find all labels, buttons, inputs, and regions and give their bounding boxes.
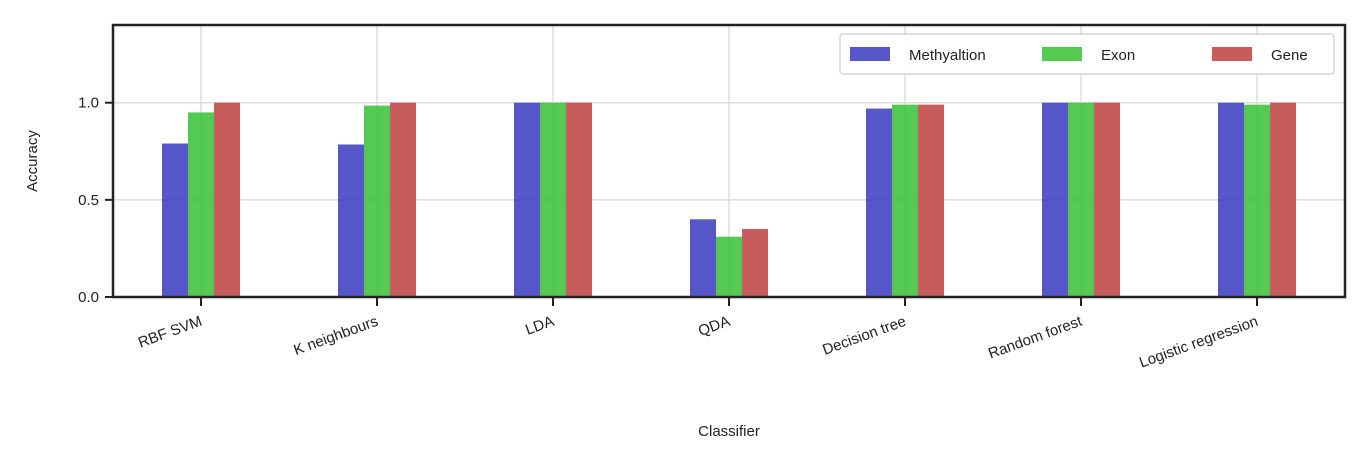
bar-exon-logistic-regression bbox=[1244, 104, 1270, 298]
bar-exon-rbf-svm bbox=[188, 112, 214, 297]
bar-methyaltion-decision-tree bbox=[866, 108, 892, 298]
legend-label-exon: Exon bbox=[1101, 47, 1135, 64]
legend-swatch-methyaltion bbox=[850, 47, 890, 61]
bar-methyaltion-k-neighbours bbox=[338, 144, 364, 297]
x-tick-label: RBF SVM bbox=[136, 313, 204, 352]
legend-label-gene: Gene bbox=[1271, 47, 1308, 64]
bar-exon-qda bbox=[716, 236, 742, 297]
bar-gene-qda bbox=[742, 229, 768, 297]
bar-gene-rbf-svm bbox=[214, 102, 240, 297]
bar-exon-k-neighbours bbox=[364, 105, 390, 297]
bar-methyaltion-random-forest bbox=[1042, 102, 1068, 297]
x-tick-label: LDA bbox=[523, 313, 556, 339]
bar-methyaltion-rbf-svm bbox=[162, 143, 188, 297]
x-tick-label: K neighbours bbox=[291, 313, 380, 359]
x-axis-label: Classifier bbox=[698, 423, 760, 440]
bar-exon-lda bbox=[540, 102, 566, 297]
x-tick-label: Random forest bbox=[986, 313, 1085, 363]
legend-box bbox=[839, 33, 1335, 75]
bar-methyaltion-lda bbox=[514, 102, 540, 297]
bar-exon-random-forest bbox=[1068, 102, 1094, 297]
legend-label-methyaltion: Methyaltion bbox=[909, 47, 986, 64]
y-axis: 0.0 0.5 1.0 bbox=[78, 95, 113, 306]
bar-gene-k-neighbours bbox=[390, 102, 416, 297]
bar-methyaltion-qda bbox=[690, 219, 716, 297]
bar-gene-random-forest bbox=[1094, 102, 1120, 297]
x-tick-label: Decision tree bbox=[820, 313, 908, 359]
y-tick-label: 0.5 bbox=[78, 192, 99, 209]
x-tick-label: Logistic regression bbox=[1137, 313, 1260, 372]
y-axis-label: Accuracy bbox=[24, 130, 41, 192]
x-axis: RBF SVM K neighbours LDA QDA Decision tree Ra… bbox=[136, 297, 1260, 372]
y-tick-label: 1.0 bbox=[78, 95, 99, 112]
bar-gene-lda bbox=[566, 102, 592, 297]
x-tick-label: QDA bbox=[696, 313, 732, 340]
bar-gene-decision-tree bbox=[918, 104, 944, 298]
legend-swatch-exon bbox=[1042, 47, 1082, 61]
bar-exon-decision-tree bbox=[892, 104, 918, 298]
legend-swatch-gene bbox=[1212, 47, 1252, 61]
y-tick-label: 0.0 bbox=[78, 289, 99, 306]
bar-methyaltion-logistic-regression bbox=[1218, 102, 1244, 297]
legend: Methyaltion Exon Gene bbox=[839, 33, 1335, 75]
bar-gene-logistic-regression bbox=[1270, 102, 1296, 297]
bars-group bbox=[162, 102, 1296, 298]
